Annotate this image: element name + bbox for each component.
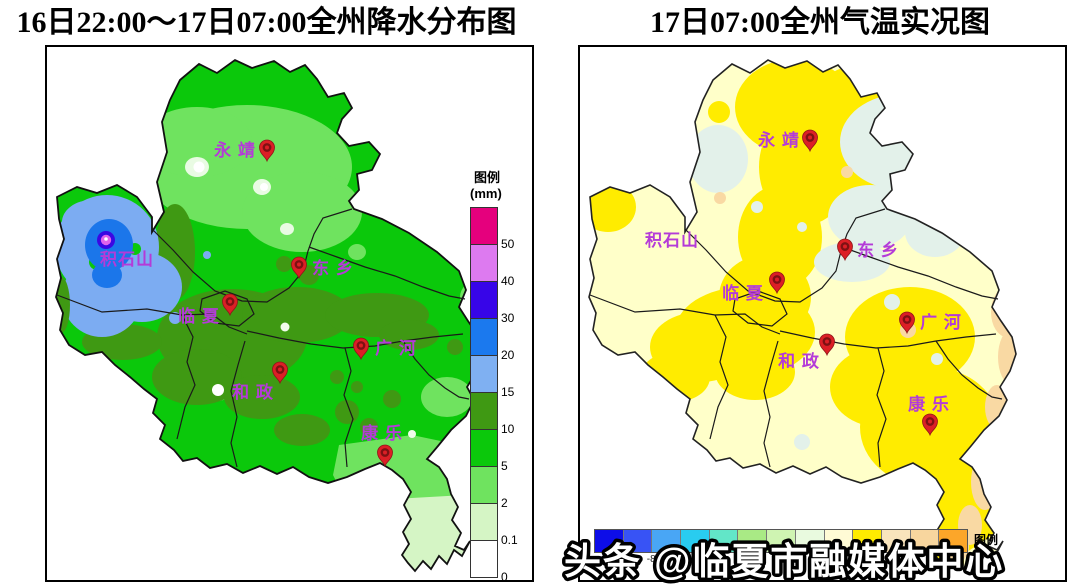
temperature-legend: 图例 -10 -8 -6 -4 (594, 529, 1064, 569)
temperature-legend-swatch (709, 530, 739, 552)
precipitation-legend: 图例 (mm) 50 40 30 20 15 10 5 2 0.1 0 (468, 167, 528, 583)
precipitation-legend-swatch (471, 467, 497, 504)
city-label: 康 乐 (361, 423, 403, 443)
precipitation-legend-swatch (471, 319, 497, 356)
temperature-legend-swatch (824, 530, 854, 552)
temperature-legend-swatch (881, 530, 911, 552)
precipitation-legend-label: 10 (501, 422, 515, 436)
precipitation-legend-swatch (471, 430, 497, 467)
temperature-legend-title: 图例 (974, 533, 999, 547)
city-label: 永 靖 (757, 130, 800, 150)
temperature-legend-swatch (623, 530, 653, 552)
temperature-legend-tick: -6 (675, 554, 685, 565)
temperature-legend-swatch (595, 530, 624, 552)
precipitation-legend-label: 30 (501, 311, 515, 325)
city-label: 和 政 (232, 382, 274, 402)
city-label: 和 政 (778, 351, 820, 371)
watermark: 头条 @临夏市融媒体中心 (561, 537, 1006, 584)
precipitation-legend-unit: (mm) (470, 186, 502, 201)
city-label: 临 夏 (722, 283, 764, 303)
temperature-legend-swatch (652, 530, 682, 552)
precipitation-legend-swatch (471, 356, 497, 393)
precipitation-panel: 永 靖积石山东 乡临 夏广 河和 政康 乐 图例 (mm) 50 40 30 20 15… (45, 45, 534, 583)
temperature-legend-swatch (939, 530, 967, 552)
city-label: 广 河 (375, 338, 417, 358)
temperature-legend-swatch (910, 530, 940, 552)
precipitation-legend-swatches (470, 207, 498, 578)
city-label: 临 夏 (178, 306, 220, 326)
precipitation-legend-swatch (471, 541, 497, 577)
temperature-legend-tick: -4 (704, 554, 713, 565)
precipitation-map-title: 16日22:00～17日07:00全州降水分布图 (16, 6, 517, 39)
city-label: 永 靖 (213, 140, 256, 160)
city-label: 积石山 (645, 231, 699, 250)
watermark-text: 头条 @临夏市融媒体中心 (564, 540, 1004, 582)
precipitation-legend-label: 0 (501, 570, 508, 584)
precipitation-legend-swatch (471, 504, 497, 541)
city-label: 东 乡 (312, 258, 354, 278)
precipitation-legend-label: 15 (501, 385, 515, 399)
precipitation-legend-title: 图例 (474, 170, 501, 185)
precipitation-legend-swatch (471, 282, 497, 319)
city-label: 东 乡 (857, 240, 899, 260)
city-label: 康 乐 (908, 394, 950, 414)
temperature-legend-swatch (738, 530, 768, 552)
temperature-fill-layers (589, 60, 1016, 571)
precipitation-legend-label: 0.1 (501, 533, 518, 547)
temperature-legend-swatch (853, 530, 882, 552)
temperature-legend-tick: -8 (646, 554, 656, 565)
precipitation-legend-label: 40 (501, 274, 515, 288)
city-label: 积石山 (100, 250, 154, 269)
temperature-legend-bar (594, 529, 968, 553)
temperature-legend-swatch (795, 530, 825, 552)
precipitation-legend-label: 50 (501, 237, 515, 251)
temperature-legend-swatch (767, 530, 796, 552)
precipitation-legend-swatch (471, 208, 497, 245)
precipitation-legend-label: 2 (501, 496, 508, 510)
temperature-panel: 永 靖积石山 东 乡临 夏广 河和 政康 乐 图例 -10 -8 -6 -4 (578, 45, 1067, 582)
temperature-map-title: 17日07:00全州气温实况图 (650, 6, 990, 39)
precipitation-legend-swatch (471, 393, 497, 430)
precipitation-fill-layers (56, 60, 483, 571)
city-label: 广 河 (920, 312, 962, 332)
temperature-legend-swatch (681, 530, 710, 552)
precipitation-legend-label: 5 (501, 459, 508, 473)
precipitation-legend-swatch (471, 245, 497, 282)
temperature-legend-tick: -10 (615, 554, 630, 565)
precipitation-legend-label: 20 (501, 348, 515, 362)
